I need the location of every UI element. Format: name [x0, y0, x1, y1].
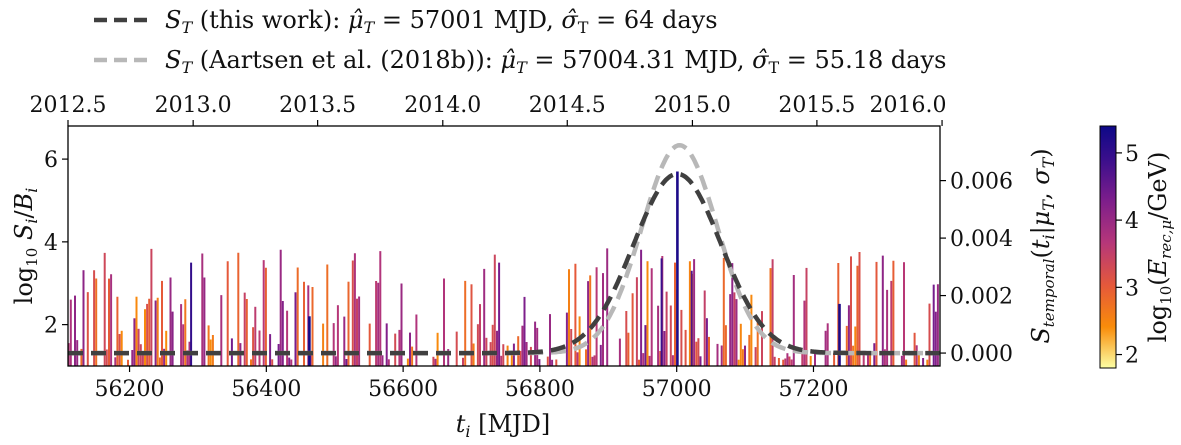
- top-tick-label: 2013.0: [155, 93, 232, 118]
- y-axis-left: 2 4 6: [44, 148, 68, 339]
- legend: ST (this work): μ̂T = 57001 MJD, σ̂T = 6…: [94, 6, 946, 77]
- colorbar-tick-label: 3: [1125, 276, 1139, 301]
- top-tick-label: 2014.0: [404, 93, 481, 118]
- colorbar-tick-label: 2: [1125, 344, 1139, 369]
- top-tick-label: 2016.0: [870, 93, 947, 118]
- x-tick-label: 56400: [231, 377, 301, 402]
- legend-label-aartsen: ST (Aartsen et al. (2018b)): μ̂T = 57004…: [165, 46, 946, 77]
- x-tick-label: 56600: [368, 377, 438, 402]
- colorbar-tick-label: 4: [1125, 209, 1139, 234]
- curve-aartsen: [68, 143, 940, 356]
- curve-this-work: [68, 171, 940, 356]
- plot-frame: [67, 125, 941, 367]
- y-right-tick-label: 0.002: [950, 285, 1013, 310]
- x-tick-label: 57000: [642, 377, 712, 402]
- y-right-tick-label: 0.004: [950, 227, 1013, 252]
- event-bars: [68, 171, 939, 366]
- colorbar: [1099, 125, 1117, 369]
- y-axis-right-label: Stemporal(ti|μT, σT): [1027, 148, 1058, 343]
- y-right-tick-label: 0.000: [950, 342, 1013, 367]
- x-tick-label: 57200: [778, 377, 848, 402]
- temporal-curves: [68, 143, 940, 356]
- y-axis-right: 0.000 0.002 0.004 0.006: [940, 170, 1013, 367]
- top-year-axis: 2012.5 2013.0 2013.5 2014.0 2014.5 2015.0 2015…: [30, 93, 947, 126]
- y-left-tick-label: 2: [44, 314, 58, 339]
- y-left-tick-label: 4: [44, 231, 58, 256]
- top-tick-label: 2015.5: [778, 93, 855, 118]
- x-axis: 56200 56400 56600 56800 57000 57200: [95, 366, 848, 402]
- top-tick-label: 2014.5: [529, 93, 606, 118]
- top-tick-label: 2012.5: [30, 93, 107, 118]
- colorbar-ticks: 2 3 4 5: [1116, 142, 1139, 369]
- top-tick-label: 2015.0: [654, 93, 731, 118]
- y-left-tick-label: 6: [44, 148, 58, 173]
- x-tick-label: 56800: [505, 377, 575, 402]
- colorbar-label: log10(Erec,μ/GeV): [1144, 152, 1175, 343]
- top-tick-label: 2013.5: [279, 93, 356, 118]
- colorbar-tick-label: 5: [1125, 142, 1139, 167]
- legend-label-this-work: ST (this work): μ̂T = 57001 MJD, σ̂T = 6…: [165, 6, 718, 37]
- x-axis-label: ti [MJD]: [456, 410, 551, 441]
- y-axis-left-label: log10 Si/Bi: [10, 188, 41, 305]
- x-tick-label: 56200: [95, 377, 165, 402]
- y-right-tick-label: 0.006: [950, 170, 1013, 195]
